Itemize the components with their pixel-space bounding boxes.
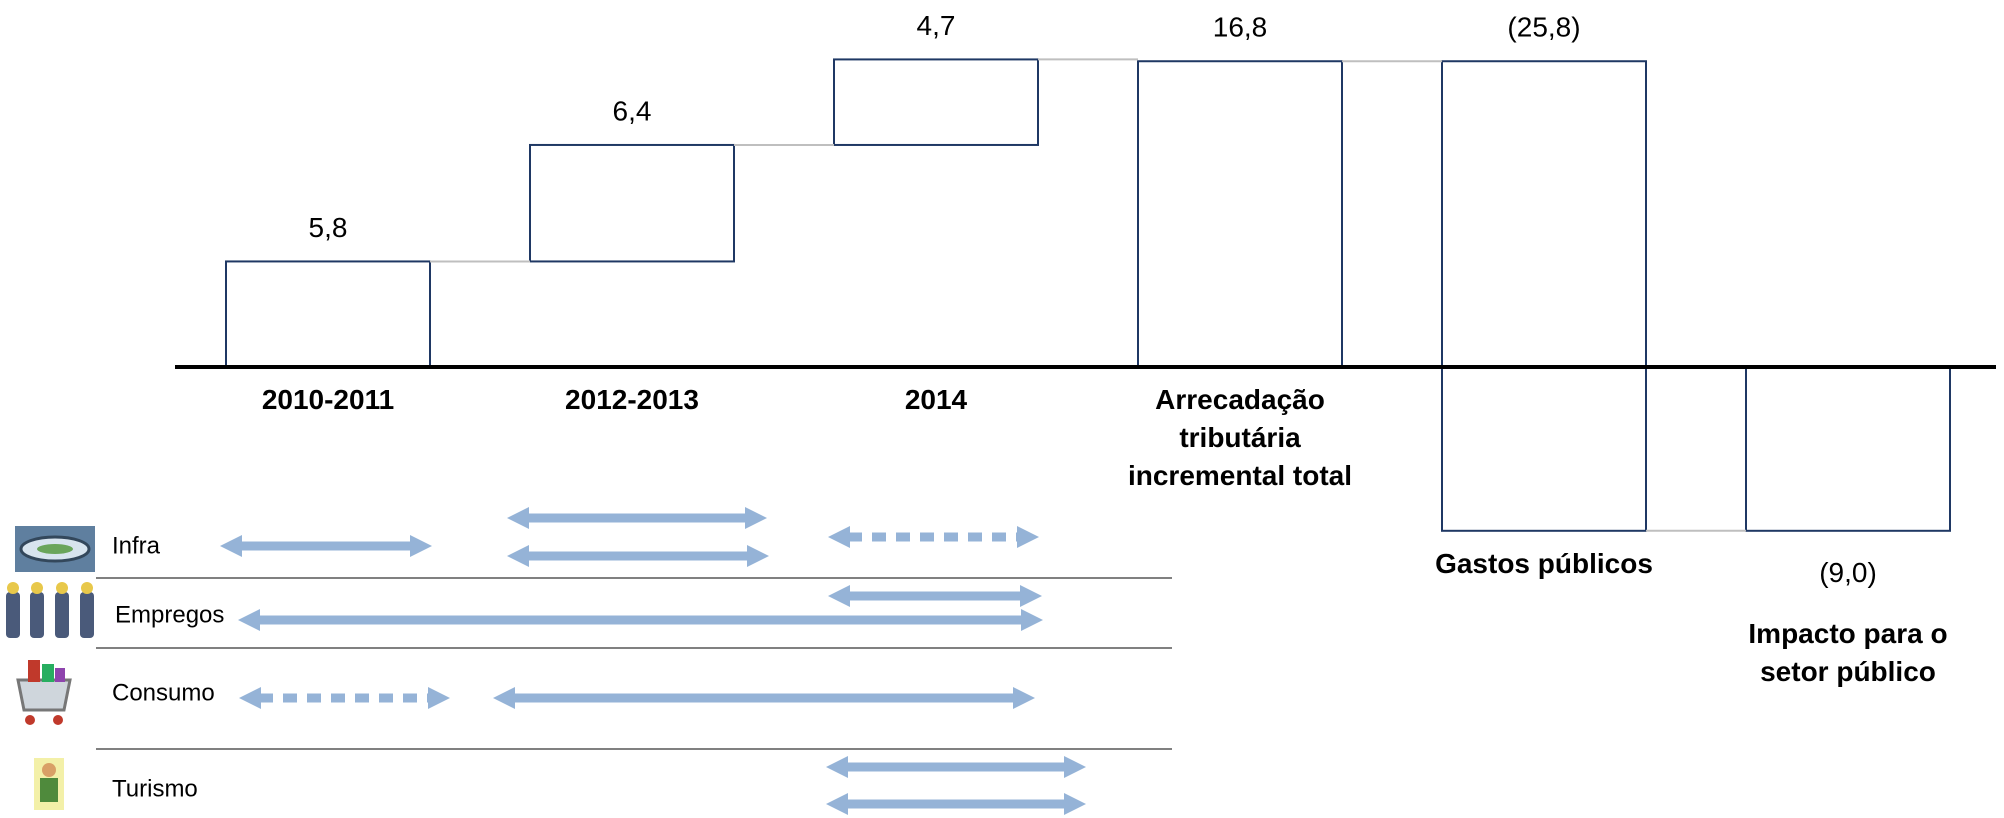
arrow-head [220, 535, 242, 557]
value-label: (25,8) [1507, 12, 1580, 43]
tourist-icon [34, 758, 64, 810]
stadium-icon [15, 526, 95, 572]
arrow-head [1020, 585, 1042, 607]
bar [1441, 60, 1647, 532]
category-label: Gastos públicos [1435, 547, 1653, 579]
row-label: Empregos [115, 601, 224, 628]
timeline-arrows [220, 507, 1086, 815]
bar [833, 58, 1039, 146]
arrow-head [828, 526, 850, 548]
category-label: 2012-2013 [565, 384, 699, 415]
arrow-head [507, 545, 529, 567]
value-label: 5,8 [309, 212, 348, 243]
value-label: 4,7 [917, 10, 956, 41]
icons [6, 526, 95, 810]
value-label: 6,4 [613, 95, 652, 126]
arrow-head [747, 545, 769, 567]
arrow-head [1021, 609, 1043, 631]
bar [1745, 366, 1951, 532]
bar [529, 143, 735, 263]
row-label: Infra [112, 532, 161, 559]
arrow-head [410, 535, 432, 557]
row-label: Turismo [112, 775, 198, 802]
cart-icon [16, 660, 72, 725]
value-label: 16,8 [1213, 12, 1268, 43]
arrow-head [745, 507, 767, 529]
category-label: Arrecadação tributária incremental total [1127, 384, 1353, 491]
arrow-head [428, 687, 450, 709]
category-label: 2010-2011 [261, 384, 395, 415]
arrow-head [493, 687, 515, 709]
arrow-head [826, 756, 848, 778]
row-label: Consumo [112, 679, 215, 706]
value-label: (9,0) [1819, 557, 1877, 588]
workers-icon [6, 582, 94, 638]
arrow-head [828, 585, 850, 607]
category-label: 2014 [904, 384, 968, 415]
arrow-head [507, 507, 529, 529]
arrow-head [1013, 687, 1035, 709]
arrow-head [238, 609, 260, 631]
category-label: Impacto para o setor público [1748, 617, 1948, 687]
arrow-head [1064, 756, 1086, 778]
bar [225, 260, 431, 368]
arrow-head [826, 793, 848, 815]
arrow-head [1064, 793, 1086, 815]
arrow-head [1017, 526, 1039, 548]
bar [1137, 60, 1343, 369]
row-separators [96, 577, 1172, 750]
arrow-head [239, 687, 261, 709]
